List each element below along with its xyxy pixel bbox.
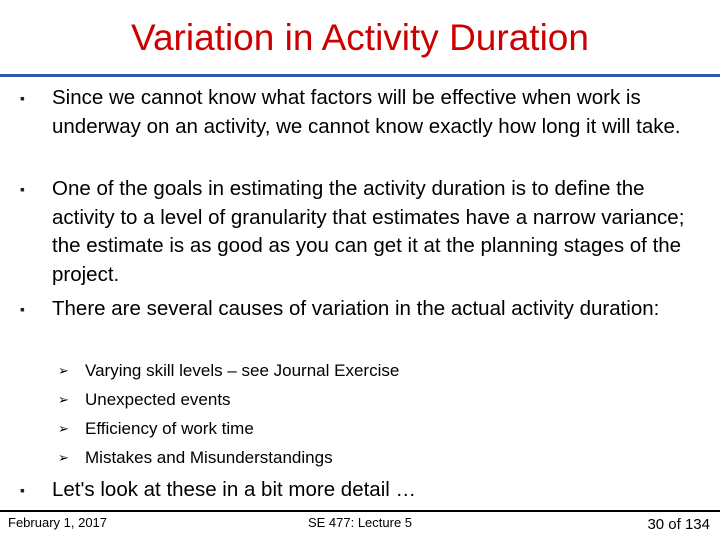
footer-date: February 1, 2017: [8, 515, 108, 530]
sub-bullet-text: Mistakes and Misunderstandings: [85, 448, 333, 467]
sub-bullet-text: Unexpected events: [85, 390, 231, 409]
square-bullet-icon: ▪: [20, 301, 25, 317]
bullet-text: One of the goals in estimating the activ…: [52, 177, 685, 286]
footer-divider: [0, 510, 720, 512]
bullet-item: ▪ Let's look at these in a bit more deta…: [20, 476, 702, 505]
bullet-text: Let's look at these in a bit more detail…: [52, 478, 416, 501]
square-bullet-icon: ▪: [20, 482, 25, 498]
square-bullet-icon: ▪: [20, 181, 25, 197]
slide-title: Variation in Activity Duration: [131, 17, 589, 58]
bullet-text: Since we cannot know what factors will b…: [52, 86, 681, 138]
sub-bullet-item: ➢ Efficiency of work time: [58, 414, 645, 443]
sub-bullet-text: Varying skill levels – see Journal Exerc…: [85, 361, 400, 380]
arrow-bullet-icon: ➢: [58, 363, 69, 378]
footer-course: SE 477: Lecture 5: [307, 515, 413, 530]
footer-page-number: 30 of 134: [647, 516, 710, 533]
sub-bullet-text: Efficiency of work time: [85, 419, 254, 438]
square-bullet-icon: ▪: [20, 90, 25, 106]
bullet-text: There are several causes of variation in…: [52, 297, 660, 320]
sub-bullet-item: ➢ Mistakes and Misunderstandings: [58, 443, 645, 472]
bullet-item: ▪ One of the goals in estimating the act…: [20, 175, 702, 289]
bullet-item: ▪ Since we cannot know what factors will…: [20, 84, 702, 141]
title-divider: [0, 74, 720, 77]
sub-bullet-item: ➢ Unexpected events: [58, 385, 645, 414]
arrow-bullet-icon: ➢: [58, 450, 69, 465]
sub-bullet-item: ➢ Varying skill levels – see Journal Exe…: [58, 356, 645, 385]
arrow-bullet-icon: ➢: [58, 421, 69, 436]
bullet-item: ▪ There are several causes of variation …: [20, 295, 702, 324]
arrow-bullet-icon: ➢: [58, 392, 69, 407]
